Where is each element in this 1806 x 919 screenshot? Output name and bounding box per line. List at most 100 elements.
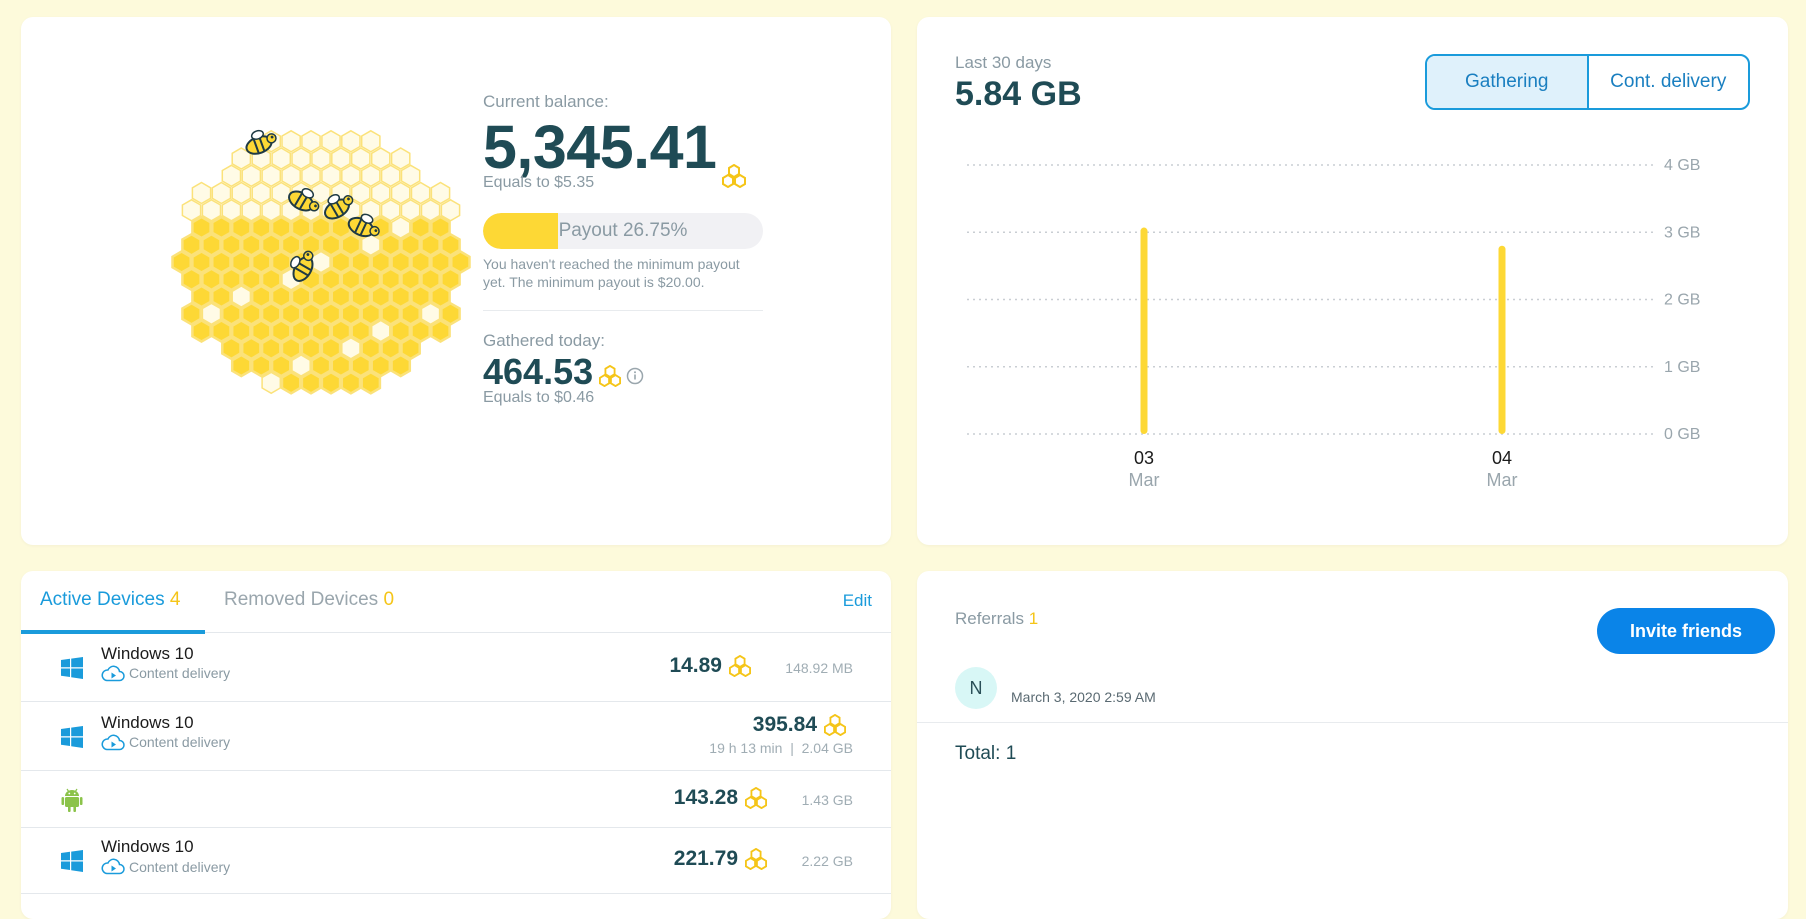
device-earnings: 221.79 <box>674 847 768 871</box>
honeycomb-cell <box>240 232 262 257</box>
device-service: Content delivery <box>101 858 230 875</box>
honeycomb-cell <box>420 232 441 257</box>
honeycomb-cell <box>270 353 292 378</box>
tab-active-count: 4 <box>169 589 181 610</box>
avatar: N <box>955 667 997 709</box>
honeycomb-cell <box>260 267 282 292</box>
honeycomb-cell <box>360 164 381 188</box>
honeycomb-cell <box>390 319 412 343</box>
honeycomb-cell <box>430 215 451 240</box>
honeycomb-cell <box>290 319 312 343</box>
device-name: Windows 10 <box>101 712 194 732</box>
current-balance-value: 5,345.41 <box>483 113 717 181</box>
bee-icon <box>245 129 277 155</box>
honeycomb-cell <box>350 319 372 343</box>
invite-friends-button[interactable]: Invite friends <box>1597 608 1775 654</box>
y-tick-label: 0 GB <box>1664 426 1700 443</box>
y-tick-label: 3 GB <box>1664 224 1700 241</box>
bee-icon <box>290 250 314 282</box>
honeycomb-cell <box>201 198 222 222</box>
honeycomb-cell <box>340 301 362 326</box>
device-row[interactable]: Windows 10 Content delivery 395.84 19 h 13 … <box>21 702 891 771</box>
honeycomb-cell <box>380 301 402 326</box>
honeycomb-cell <box>370 353 392 378</box>
bee-icon <box>324 194 354 220</box>
honeycomb-cell <box>430 319 451 343</box>
honeycomb-cell <box>231 285 252 308</box>
honeycomb-cell <box>430 250 451 274</box>
honeycomb-cell <box>410 181 431 205</box>
honeycomb-cell <box>280 336 302 361</box>
honeycomb-cell <box>400 198 421 222</box>
device-usage: 1.43 GB <box>801 791 853 808</box>
honeycomb-coin-icon <box>824 713 846 736</box>
honeycomb-cell <box>221 232 242 257</box>
honeycomb-cell <box>310 319 332 343</box>
device-row[interactable]: Windows 10 Content delivery 221.79 2.22 GB <box>21 828 891 894</box>
tab-removed-count: 0 <box>383 589 395 610</box>
honeycomb-cell <box>370 147 391 170</box>
honeycomb-cell <box>420 198 441 222</box>
honeycomb-cell <box>350 147 371 170</box>
honeycomb-cell <box>201 232 222 257</box>
x-tick-day: 04 <box>1492 448 1512 468</box>
honeycomb-cell <box>380 267 402 292</box>
honeycomb-cell <box>331 147 351 170</box>
tab-active-devices[interactable]: Active Devices 4 <box>40 589 180 611</box>
honeycomb-cell <box>410 284 431 309</box>
referrals-divider <box>917 722 1788 723</box>
toggle-cont-delivery[interactable]: Cont. delivery <box>1610 71 1727 92</box>
tab-removed-devices[interactable]: Removed Devices 0 <box>224 589 394 611</box>
honeycomb-cell <box>370 284 392 309</box>
honeycomb-cell <box>221 301 242 326</box>
cloud-play-icon <box>101 734 125 750</box>
honeycomb-cell <box>261 198 282 222</box>
chart-bar[interactable] <box>1498 245 1506 434</box>
honeycomb-cell <box>321 129 341 153</box>
toggle-gathering[interactable]: Gathering <box>1427 56 1587 108</box>
honeycomb-cell <box>241 164 262 188</box>
device-service-label: Content delivery <box>129 858 231 875</box>
device-earnings: 395.84 <box>753 713 847 737</box>
honeycomb-cell <box>350 250 372 274</box>
honeycomb-cell <box>291 354 311 377</box>
honeycomb-cell <box>250 319 272 343</box>
referrals-count: 1 <box>1028 609 1039 628</box>
honeycomb-cell <box>240 301 262 326</box>
payout-note-line2: yet. The minimum payout is $20.00. <box>483 274 705 290</box>
info-icon[interactable] <box>626 367 644 385</box>
honeycomb-cell <box>270 319 292 343</box>
honeycomb-cell <box>350 181 371 205</box>
honeycomb-cell <box>360 301 382 326</box>
honeycomb-cell <box>400 301 421 326</box>
referrals-label: Referrals <box>955 609 1024 628</box>
honeycomb-cell <box>310 215 332 240</box>
payout-progress-label: Payout 26.75% <box>558 220 688 241</box>
device-service-label: Content delivery <box>129 734 231 750</box>
windows-icon <box>60 849 84 878</box>
x-tick-day: 03 <box>1134 448 1154 468</box>
honeycomb-cell <box>191 181 212 205</box>
honeycomb-cell <box>430 181 451 205</box>
honeycomb-coin-icon <box>745 848 767 870</box>
honeycomb-cell <box>380 336 402 361</box>
honeycomb-cell <box>400 164 421 188</box>
usage-total: 5.84 GB <box>955 75 1082 113</box>
honeycomb-cell <box>341 336 361 360</box>
device-earnings: 14.89 <box>669 654 752 678</box>
honeycomb-cell <box>240 267 262 292</box>
referral-date: March 3, 2020 2:59 AM <box>1011 689 1156 705</box>
honeycomb-cell <box>280 232 302 257</box>
device-earnings-value: 395.84 <box>752 712 817 736</box>
honeycomb-cell <box>341 164 361 188</box>
device-row[interactable]: Windows 10 Content delivery 14.89 148.92 MB <box>21 633 891 702</box>
active-tab-indicator <box>21 630 205 634</box>
honeycomb-cell <box>310 353 332 378</box>
edit-devices-link[interactable]: Edit <box>842 591 872 610</box>
chart-bar[interactable] <box>1140 227 1148 434</box>
current-balance-label: Current balance: <box>483 92 609 111</box>
usage-mode-toggle: Gathering Cont. delivery <box>1425 54 1750 110</box>
device-row[interactable]: 143.28 1.43 GB <box>21 771 891 828</box>
device-name: Windows 10 <box>101 643 194 663</box>
honeycomb-cell <box>311 147 331 170</box>
